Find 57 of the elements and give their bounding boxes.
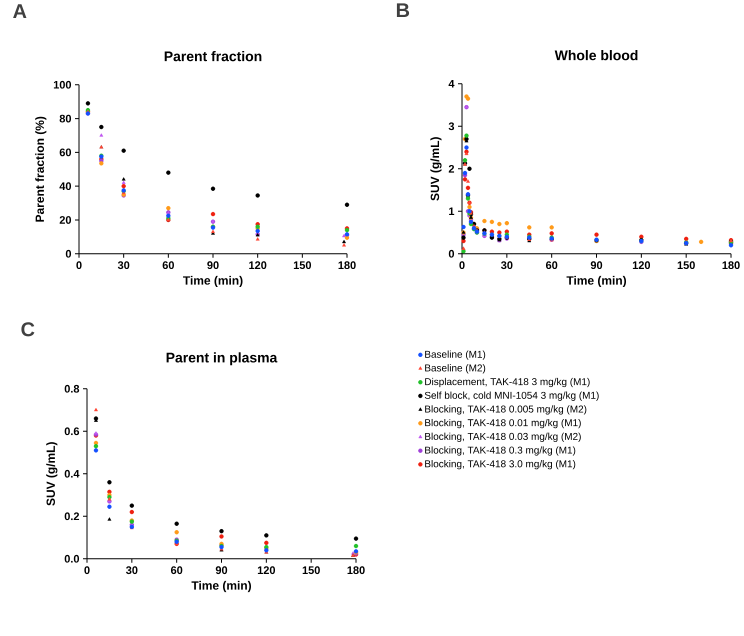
x-tick-label: 0 — [459, 261, 465, 270]
x-tick-label: 180 — [338, 261, 356, 270]
x-axis-title: Time (min) — [183, 276, 243, 288]
y-tick-label: 0 — [448, 250, 454, 258]
text: A — [13, 4, 26, 18]
y-axis-title: Parent fraction (%) — [35, 116, 46, 222]
legend-label: Blocking, TAK-418 0.03 mg/kg (M2) — [425, 432, 581, 442]
y-tick-label: 4 — [448, 80, 454, 88]
x-tick-label: 120 — [632, 261, 650, 270]
chart-title: Parent fraction — [164, 51, 262, 62]
x-tick-label: 150 — [294, 261, 312, 270]
legend-label: Displacement, TAK-418 3 mg/kg (M1) — [425, 378, 590, 388]
x-tick-label: 120 — [258, 566, 276, 574]
x-tick-label: 120 — [249, 261, 266, 270]
x-tick-label: 150 — [678, 261, 695, 270]
x-tick-label: 30 — [126, 566, 138, 574]
legend-label: Blocking, TAK-418 0.01 mg/kg (M1) — [425, 419, 581, 428]
y-tick-label: 60 — [60, 148, 72, 156]
y-tick-label: 0.2 — [64, 512, 80, 520]
x-tick-label: 0 — [84, 566, 90, 574]
x-tick-label: 30 — [118, 261, 130, 270]
x-tick-label: 90 — [216, 566, 228, 574]
y-tick-label: 2 — [448, 165, 454, 173]
y-tick-label: 0.0 — [64, 555, 80, 563]
y-tick-label: 0.8 — [64, 385, 80, 393]
chart-title: Parent in plasma — [166, 352, 278, 366]
y-axis-title: SUV (g/mL) — [430, 137, 442, 201]
y-tick-label: 100 — [54, 81, 72, 89]
x-axis-title: Time (min) — [566, 276, 626, 288]
x-tick-label: 180 — [722, 261, 740, 270]
x-tick-label: 150 — [302, 566, 320, 574]
y-axis-title: SUV (g/mL) — [46, 442, 58, 506]
legend-label: Self block, cold MNI-1054 3 mg/kg (M1) — [424, 392, 599, 401]
y-tick-label: 1 — [449, 208, 454, 216]
text: C — [21, 322, 34, 336]
legend-label: Blocking, TAK-418 3.0 mg/kg (M1) — [425, 460, 576, 470]
x-tick-label: 60 — [170, 566, 182, 574]
y-tick-label: 0.4 — [64, 470, 80, 478]
x-axis-title: Time (min) — [192, 581, 252, 592]
y-tick-label: 0.6 — [64, 428, 80, 436]
y-tick-label: 3 — [448, 122, 454, 130]
y-tick-label: 80 — [60, 114, 72, 123]
x-tick-label: 90 — [207, 261, 219, 270]
legend-label: Blocking, TAK-418 0.3 mg/kg (M1) — [425, 446, 576, 456]
chart-title: Whole blood — [554, 50, 638, 60]
text: B — [396, 3, 410, 18]
legend-label: Baseline (M1) — [425, 350, 486, 360]
legend-label: Blocking, TAK-418 0.005 mg/kg (M2) — [425, 405, 586, 415]
x-tick-label: 180 — [348, 566, 365, 574]
x-tick-label: 60 — [546, 261, 558, 270]
x-tick-label: 90 — [590, 261, 602, 270]
x-tick-label: 30 — [501, 261, 512, 270]
y-tick-label: 0 — [66, 250, 72, 258]
y-tick-label: 40 — [59, 182, 72, 190]
legend-label: Baseline (M2) — [425, 364, 486, 374]
y-tick-label: 20 — [60, 216, 72, 224]
x-tick-label: 60 — [162, 261, 174, 270]
